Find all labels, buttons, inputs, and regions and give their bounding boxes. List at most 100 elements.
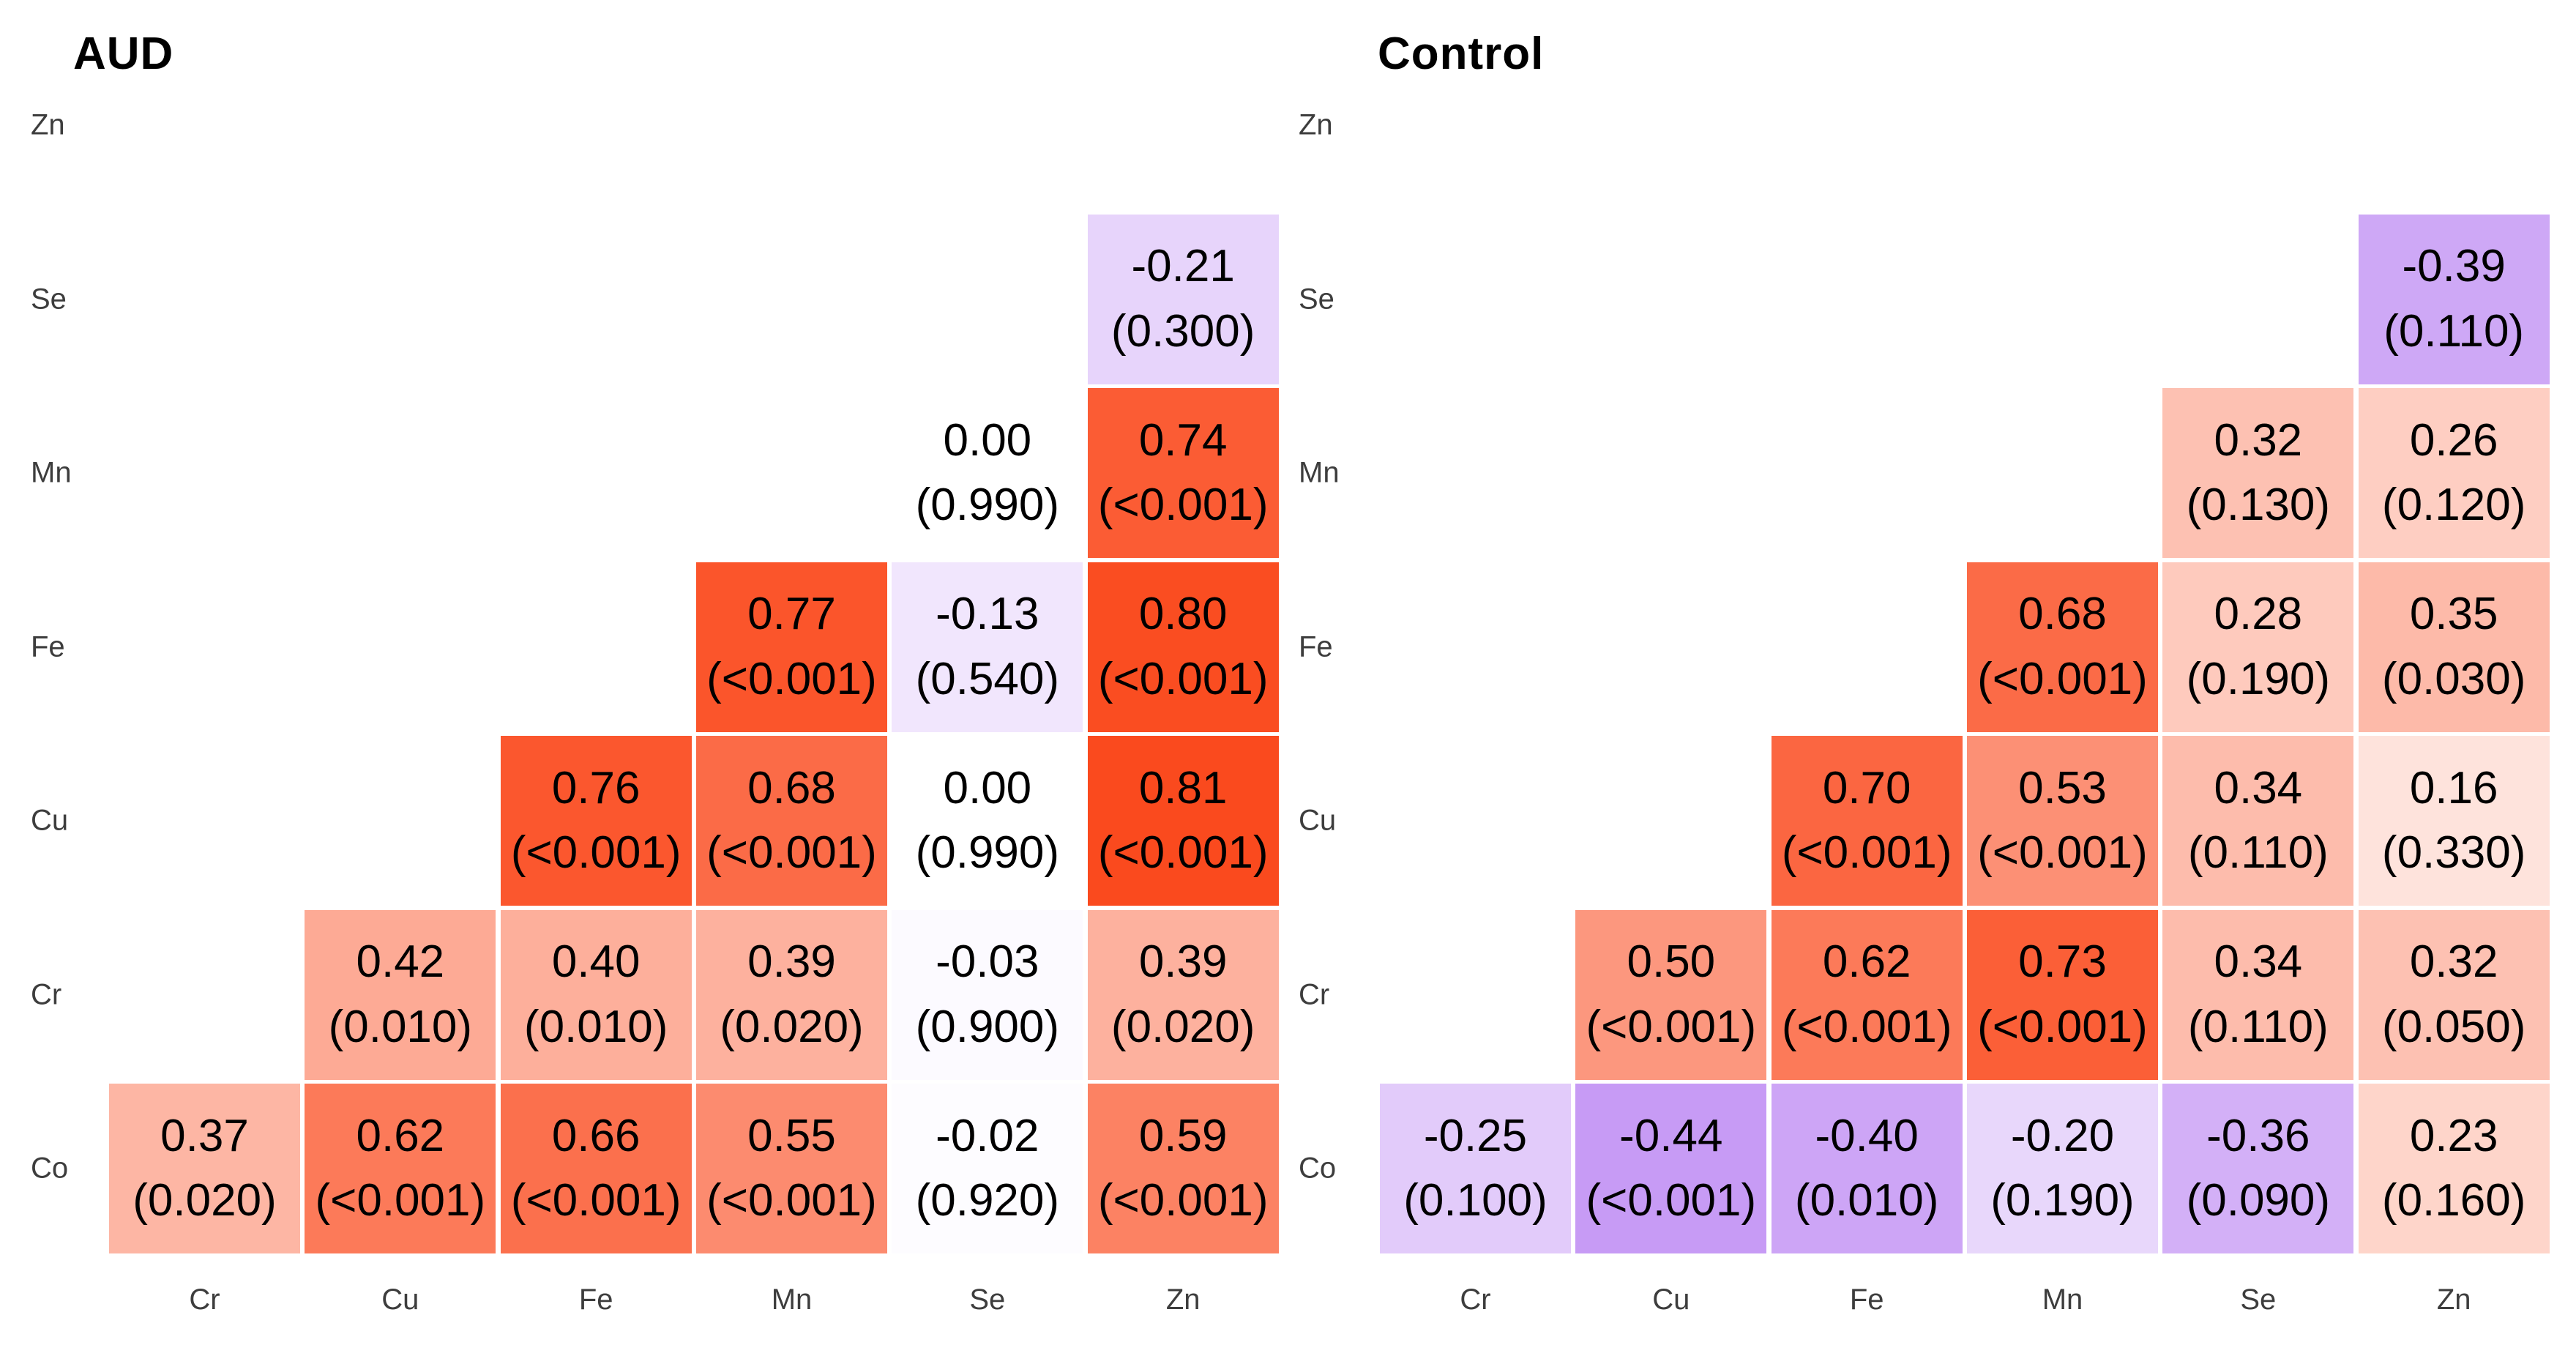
heatmap-cell-cr-mn: 0.73 (<0.001) — [1966, 909, 2158, 1080]
heatmap-cell-fe-mn: 0.68 (<0.001) — [1966, 562, 2158, 732]
p-value: (<0.001) — [1586, 1001, 1757, 1052]
p-value: (<0.001) — [1781, 827, 1952, 878]
heatmap-cell-cr-cu: 0.42 (0.010) — [305, 909, 496, 1080]
correlation-value: 0.59 — [1138, 1110, 1228, 1161]
heatmap-cell-fe-se: -0.13 (0.540) — [892, 562, 1083, 732]
p-value: (<0.001) — [1977, 827, 2148, 878]
x-axis-label-se: Se — [969, 1283, 1006, 1316]
y-axis-label-cu: Cu — [1299, 804, 1337, 837]
correlation-value: 0.53 — [2018, 762, 2107, 813]
p-value: (0.540) — [915, 653, 1060, 704]
x-axis-label-se: Se — [2240, 1283, 2277, 1316]
heatmap-cell-cr-fe: 0.62 (<0.001) — [1771, 909, 1963, 1080]
heatmap-cell-co-mn: 0.55 (<0.001) — [695, 1084, 887, 1253]
panel-title: AUD — [73, 29, 174, 79]
correlation-value: 0.68 — [2018, 589, 2107, 640]
heatmap-cell-co-se: -0.02 (0.920) — [892, 1084, 1083, 1253]
correlation-value: 0.76 — [551, 762, 641, 813]
p-value: (0.020) — [1110, 1001, 1255, 1052]
p-value: (0.020) — [720, 1001, 864, 1052]
heatmap-cell-cu-mn: 0.53 (<0.001) — [1966, 736, 2158, 906]
heatmap-cell-mn-se: 0.32 (0.130) — [2162, 388, 2354, 558]
correlation-value: 0.66 — [551, 1110, 641, 1161]
y-axis-label-co: Co — [31, 1152, 69, 1185]
p-value: (<0.001) — [1781, 1001, 1952, 1052]
heatmap-cell-cr-se: -0.03 (0.900) — [892, 909, 1083, 1080]
y-axis-label-co: Co — [1299, 1152, 1337, 1185]
heatmap-cell-co-fe: 0.66 (<0.001) — [500, 1084, 692, 1253]
heatmap-cell-cu-zn: 0.16 (0.330) — [2358, 736, 2550, 906]
p-value: (<0.001) — [1097, 653, 1269, 704]
x-axis-label-mn: Mn — [771, 1283, 813, 1316]
correlation-value: -0.20 — [2010, 1110, 2115, 1161]
heatmap-cell-cr-fe: 0.40 (0.010) — [500, 909, 692, 1080]
correlation-value: -0.03 — [936, 936, 1039, 988]
heatmap-cell-cu-se: 0.00 (0.990) — [892, 736, 1083, 906]
correlation-value: 0.34 — [2214, 762, 2303, 813]
heatmap-cell-mn-zn: 0.26 (0.120) — [2358, 388, 2550, 558]
heatmap-cell-se-zn: -0.39 (0.110) — [2358, 214, 2550, 384]
p-value: (<0.001) — [706, 1175, 877, 1226]
correlation-value: 0.77 — [747, 589, 836, 640]
correlation-value: -0.44 — [1619, 1110, 1723, 1161]
heatmap-cell-co-se: -0.36 (0.090) — [2162, 1084, 2354, 1253]
heatmap-cell-cu-se: 0.34 (0.110) — [2162, 736, 2354, 906]
correlation-value: 0.80 — [1138, 589, 1228, 640]
correlation-value: -0.02 — [936, 1110, 1039, 1161]
x-axis-label-mn: Mn — [2042, 1283, 2083, 1316]
x-axis-label-cu: Cu — [381, 1283, 419, 1316]
p-value: (0.090) — [2186, 1175, 2331, 1226]
heatmap-cell-cu-fe: 0.76 (<0.001) — [500, 736, 692, 906]
y-axis-label-zn: Zn — [1299, 108, 1333, 141]
p-value: (0.050) — [2381, 1001, 2526, 1052]
p-value: (0.010) — [523, 1001, 668, 1052]
heatmap-cell-co-cr: -0.25 (0.100) — [1380, 1084, 1571, 1253]
p-value: (0.330) — [2381, 827, 2526, 878]
p-value: (0.990) — [915, 480, 1060, 530]
y-axis-label-zn: Zn — [31, 108, 65, 141]
heatmap-cell-fe-mn: 0.77 (<0.001) — [695, 562, 887, 732]
correlation-value: 0.00 — [943, 762, 1032, 813]
heatmap-cell-co-cr: 0.37 (0.020) — [109, 1084, 300, 1253]
p-value: (0.130) — [2186, 480, 2331, 530]
correlation-value: 0.26 — [2409, 414, 2498, 466]
x-axis-label-fe: Fe — [578, 1283, 613, 1316]
p-value: (<0.001) — [510, 1175, 682, 1226]
correlation-value: 0.37 — [160, 1110, 249, 1161]
correlation-value: -0.13 — [936, 589, 1039, 640]
p-value: (0.110) — [2383, 305, 2525, 357]
correlation-value: -0.39 — [2402, 241, 2506, 292]
correlation-value: 0.62 — [1822, 936, 1911, 988]
p-value: (0.020) — [132, 1175, 277, 1226]
p-value: (<0.001) — [510, 827, 682, 878]
heatmap-cell-fe-zn: 0.80 (<0.001) — [1087, 562, 1279, 732]
heatmap-cell-cu-zn: 0.81 (<0.001) — [1087, 736, 1279, 906]
heatmap-cell-mn-zn: 0.74 (<0.001) — [1087, 388, 1279, 558]
correlation-value: -0.36 — [2206, 1110, 2310, 1161]
correlation-value: -0.25 — [1423, 1110, 1528, 1161]
heatmap-cell-se-zn: -0.21 (0.300) — [1087, 214, 1279, 384]
heatmap-cell-cr-zn: 0.32 (0.050) — [2358, 909, 2550, 1080]
y-axis-label-mn: Mn — [1299, 456, 1340, 489]
y-axis-label-se: Se — [1299, 283, 1334, 315]
y-axis-label-cu: Cu — [31, 804, 69, 837]
correlation-value: 0.34 — [2214, 936, 2303, 988]
correlation-value: 0.39 — [747, 936, 836, 988]
x-axis-label-zn: Zn — [2436, 1283, 2471, 1316]
y-axis-label-se: Se — [31, 283, 67, 315]
p-value: (0.030) — [2381, 653, 2526, 704]
correlation-value: 0.70 — [1822, 762, 1911, 813]
p-value: (0.110) — [2187, 827, 2329, 878]
p-value: (0.100) — [1403, 1175, 1548, 1226]
p-value: (<0.001) — [706, 827, 877, 878]
p-value: (<0.001) — [1977, 1001, 2148, 1052]
p-value: (0.120) — [2381, 480, 2526, 530]
p-value: (0.160) — [2381, 1175, 2526, 1226]
heatmap-cell-co-cu: 0.62 (<0.001) — [305, 1084, 496, 1253]
correlation-value: 0.23 — [2409, 1110, 2498, 1161]
p-value: (0.010) — [328, 1001, 473, 1052]
correlation-value: 0.00 — [943, 414, 1032, 466]
heatmap-cell-cu-mn: 0.68 (<0.001) — [695, 736, 887, 906]
heatmap-cell-cr-mn: 0.39 (0.020) — [695, 909, 887, 1080]
heatmap-cell-co-mn: -0.20 (0.190) — [1966, 1084, 2158, 1253]
